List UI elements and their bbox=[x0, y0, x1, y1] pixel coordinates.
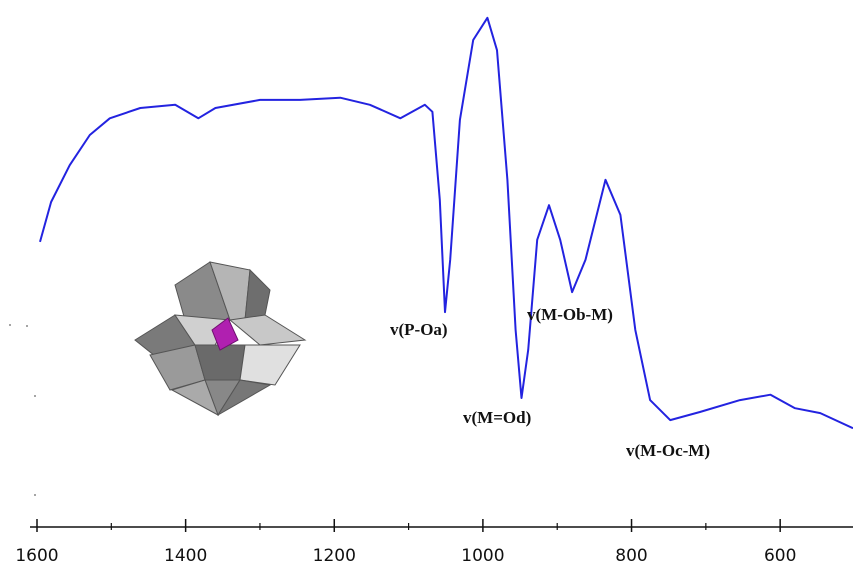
x-tick-label: 800 bbox=[615, 546, 647, 566]
peak-annotation: v(M=Od) bbox=[463, 408, 531, 427]
chart: 1600 1400 1200 1000 800 600 v(P-Oa) v(M=Od) v(M-… bbox=[0, 0, 853, 573]
peak-annotation: v(P-Oa) bbox=[390, 320, 448, 339]
molecule-icon bbox=[135, 262, 305, 415]
x-tick-label: 1400 bbox=[164, 546, 207, 566]
x-tick-label: 600 bbox=[764, 546, 796, 566]
peak-annotation: v(M-Ob-M) bbox=[527, 305, 613, 324]
noise-dots bbox=[9, 324, 36, 496]
x-tick-label: 1200 bbox=[313, 546, 356, 566]
x-tick-label: 1600 bbox=[15, 546, 58, 566]
peak-annotation: v(M-Oc-M) bbox=[626, 441, 710, 460]
x-tick-label: 1000 bbox=[461, 546, 504, 566]
